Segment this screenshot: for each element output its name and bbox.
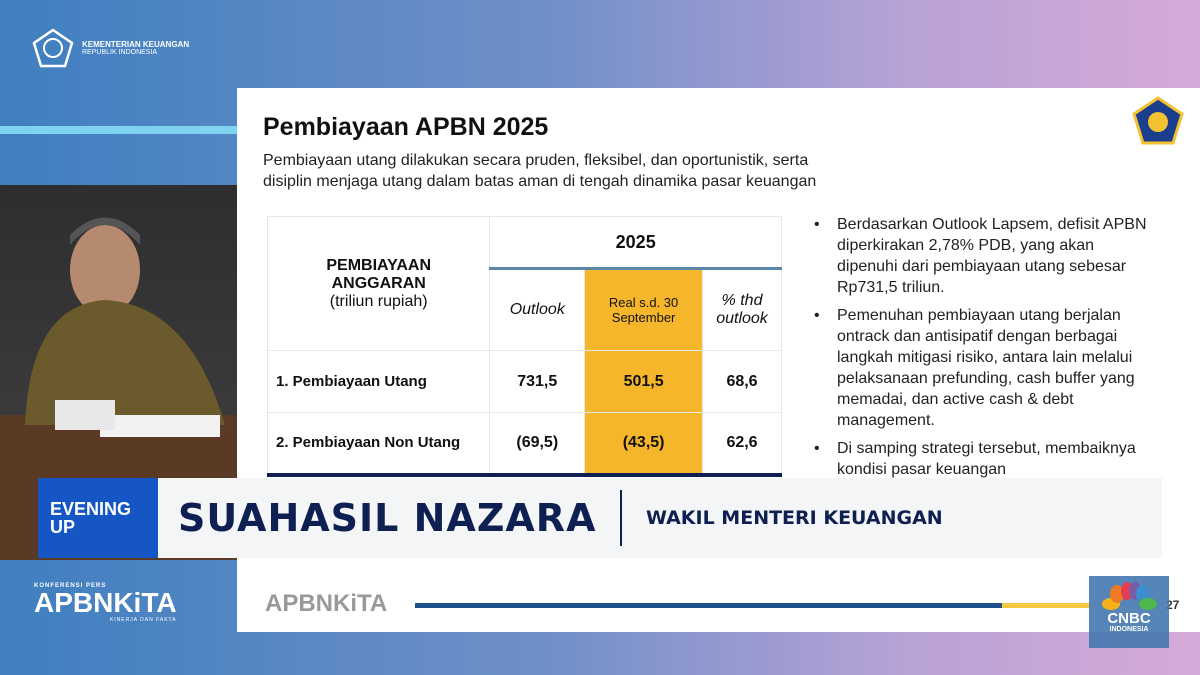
- channel-logo: CNBC INDONESIA: [1089, 576, 1169, 648]
- ministry-logo: KEMENTERIAN KEUANGAN REPUBLIK INDONESIA: [32, 28, 189, 68]
- cell: 731,5: [489, 350, 586, 413]
- channel-sub: INDONESIA: [1109, 626, 1149, 633]
- cell: (43,5): [584, 412, 704, 475]
- cell: (69,5): [489, 412, 586, 475]
- row-header: PEMBIAYAAN ANGGARAN (triliun rupiah): [266, 216, 491, 351]
- peacock-icon: [1102, 582, 1157, 610]
- speaker-role: WAKIL MENTERI KEUANGAN: [645, 507, 943, 529]
- year-header: 2025: [489, 216, 782, 270]
- divider: [620, 490, 622, 546]
- kemenkeu-emblem-icon: [1132, 96, 1184, 145]
- cell: 62,6: [702, 412, 782, 475]
- slide-footer-brand: APBNKiTA: [265, 590, 388, 617]
- speaker-name: SUAHASIL NAZARA: [178, 496, 597, 540]
- row-header-line1: PEMBIAYAAN: [326, 256, 431, 274]
- financing-table: PEMBIAYAAN ANGGARAN (triliun rupiah) 202…: [266, 216, 782, 477]
- row-header-unit: (triliun rupiah): [329, 292, 428, 310]
- row-header-line2: ANGGARAN: [331, 274, 426, 292]
- bullet-item: Di samping strategi tersebut, membaiknya…: [812, 438, 1152, 480]
- channel-name: CNBC: [1107, 610, 1151, 627]
- org-name: KEMENTERIAN KEUANGAN: [82, 40, 190, 49]
- event-line2: KINERJA DAN FAKTA: [109, 617, 177, 623]
- page-number: 27: [1166, 598, 1180, 612]
- row-label: 2. Pembiayaan Non Utang: [266, 412, 491, 475]
- slide-footer-line: [415, 603, 1090, 608]
- slide-subtitle: Pembiayaan utang dilakukan secara pruden…: [263, 152, 817, 190]
- col-percent: % thd outlook: [702, 268, 782, 351]
- table-row: 2. Pembiayaan Non Utang (69,5) (43,5) 62…: [266, 412, 782, 475]
- kemenkeu-emblem-icon: [32, 28, 74, 68]
- slide-title: Pembiayaan APBN 2025: [263, 113, 549, 141]
- org-country: REPUBLIK INDONESIA: [82, 49, 158, 56]
- event-line1: KONFERENSI PERS: [34, 583, 107, 589]
- cell: 68,6: [702, 350, 782, 413]
- program-tag: EVENING UP: [38, 478, 158, 558]
- bullet-list: Berdasarkan Outlook Lapsem, defisit APBN…: [812, 214, 1152, 487]
- lower-third: EVENING UP SUAHASIL NAZARA WAKIL MENTERI…: [38, 478, 1162, 558]
- row-label: 1. Pembiayaan Utang: [266, 350, 491, 413]
- bullet-item: Berdasarkan Outlook Lapsem, defisit APBN…: [812, 214, 1152, 298]
- event-brand: APBNKiTA: [34, 587, 177, 618]
- cell: 501,5: [584, 350, 704, 413]
- col-outlook: Outlook: [489, 268, 586, 351]
- event-logo: KONFERENSI PERS APBNKiTA KINERJA DAN FAK…: [34, 583, 177, 623]
- accent-bar: [0, 126, 237, 134]
- bullet-item: Pemenuhan pembiayaan utang berjalan ontr…: [812, 305, 1152, 431]
- col-realisasi: Real s.d. 30 September: [584, 268, 704, 351]
- table-row: 1. Pembiayaan Utang 731,5 501,5 68,6: [266, 350, 782, 413]
